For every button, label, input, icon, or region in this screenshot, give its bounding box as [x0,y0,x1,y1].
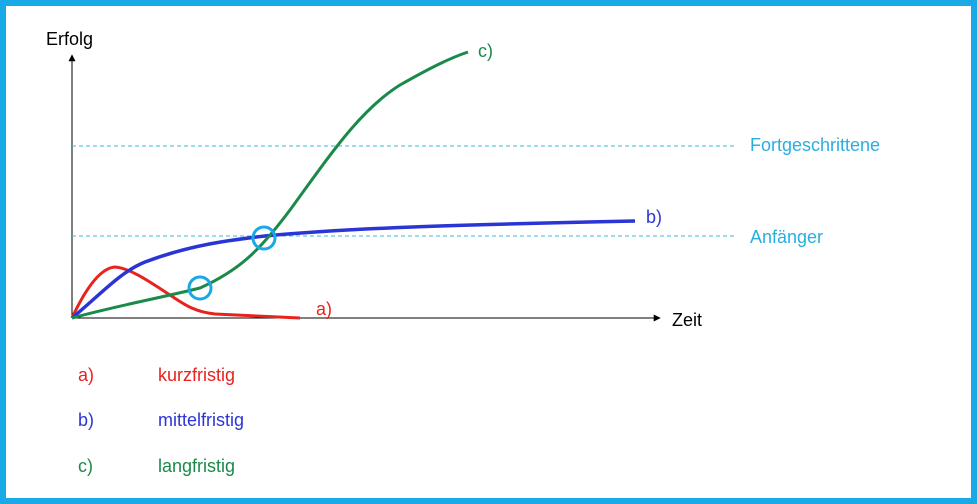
legend-key: a) [78,365,94,385]
legend-label: langfristig [158,456,235,476]
legend-key: c) [78,456,93,476]
curve-a [70,265,301,320]
intersection-circle [187,275,213,301]
curve-b [70,219,636,320]
level-label: Anfänger [750,227,823,247]
curve-label: c) [478,41,493,61]
x-axis-label: Zeit [672,310,702,330]
curve-label: b) [646,207,662,227]
legend-label: mittelfristig [158,410,244,430]
legend-key: b) [78,410,94,430]
legend-label: kurzfristig [158,365,235,385]
curve-label: a) [316,299,332,319]
y-axis-label: Erfolg [46,29,93,49]
curve-c [71,50,469,320]
level-label: Fortgeschrittene [750,135,880,155]
intersection-circle [251,225,277,251]
